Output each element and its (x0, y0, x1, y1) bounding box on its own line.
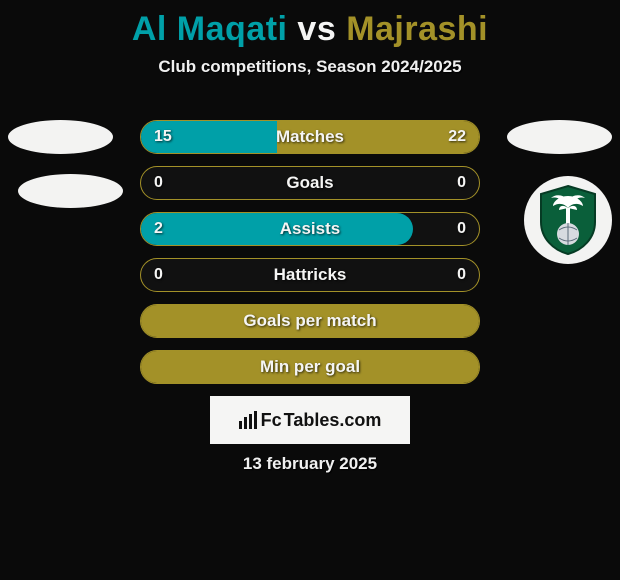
brand-text-post: Tables.com (284, 410, 382, 431)
stat-value-right: 0 (457, 212, 466, 246)
page-title: Al Maqati vs Majrashi (0, 0, 620, 49)
stat-value-right: 22 (448, 120, 466, 154)
title-player2: Majrashi (346, 10, 488, 48)
club-logo-right-1 (507, 120, 612, 154)
stat-value-left: 0 (154, 258, 163, 292)
footer-date: 13 february 2025 (0, 454, 620, 474)
footer-brand-box: FcTables.com (210, 396, 410, 444)
club-logo-left-2 (18, 174, 123, 208)
stat-value-left: 2 (154, 212, 163, 246)
stats-bars: 1522Matches00Goals20Assists00HattricksGo… (140, 120, 480, 396)
club-logo-left-1 (8, 120, 113, 154)
subtitle: Club competitions, Season 2024/2025 (0, 57, 620, 77)
stat-value-left: 15 (154, 120, 172, 154)
stat-row: Goals per match (140, 304, 480, 338)
stat-row: 20Assists (140, 212, 480, 246)
stat-bar-bg (140, 166, 480, 200)
stat-bar-bg (140, 258, 480, 292)
title-player1: Al Maqati (132, 10, 288, 48)
brand-chart-icon (239, 411, 259, 429)
stat-bar-fill (141, 351, 479, 383)
stat-row: 00Hattricks (140, 258, 480, 292)
stat-row: Min per goal (140, 350, 480, 384)
stat-bar-fill (141, 305, 479, 337)
stat-value-right: 0 (457, 258, 466, 292)
title-vs: vs (287, 10, 346, 48)
stat-row: 1522Matches (140, 120, 480, 154)
club-badge-icon (537, 184, 599, 256)
footer-brand: FcTables.com (239, 410, 382, 431)
stat-row: 00Goals (140, 166, 480, 200)
stat-value-left: 0 (154, 166, 163, 200)
stat-bar-fill-left (141, 213, 413, 245)
brand-text-pre: Fc (261, 410, 282, 431)
stat-value-right: 0 (457, 166, 466, 200)
club-logo-right-2 (524, 176, 612, 264)
